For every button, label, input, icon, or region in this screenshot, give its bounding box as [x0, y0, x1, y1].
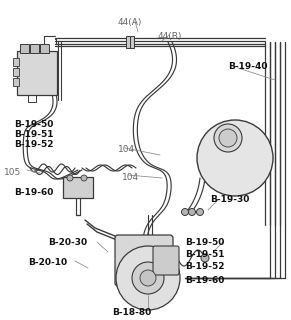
Bar — [13, 78, 19, 86]
FancyBboxPatch shape — [19, 44, 29, 52]
FancyBboxPatch shape — [29, 44, 38, 52]
Text: B-19-52: B-19-52 — [185, 262, 224, 271]
Circle shape — [182, 209, 189, 215]
FancyBboxPatch shape — [63, 177, 93, 197]
Text: B-19-50: B-19-50 — [14, 120, 53, 129]
FancyBboxPatch shape — [17, 51, 57, 95]
Text: 104: 104 — [122, 173, 139, 182]
Text: 104: 104 — [118, 145, 135, 154]
Circle shape — [189, 209, 196, 215]
Circle shape — [132, 262, 164, 294]
Text: B-19-51: B-19-51 — [185, 250, 224, 259]
Text: B-19-30: B-19-30 — [210, 195, 249, 204]
FancyBboxPatch shape — [115, 235, 173, 286]
Circle shape — [201, 254, 209, 262]
Text: 44(A): 44(A) — [118, 18, 142, 27]
Circle shape — [81, 175, 87, 181]
Text: B-19-60: B-19-60 — [14, 188, 53, 197]
Circle shape — [140, 270, 156, 286]
Circle shape — [196, 209, 203, 215]
Text: B-18-80: B-18-80 — [112, 308, 151, 317]
Circle shape — [116, 246, 180, 310]
Text: B-20-10: B-20-10 — [28, 258, 67, 267]
Bar — [13, 68, 19, 76]
Bar — [13, 58, 19, 66]
Text: 44(B): 44(B) — [158, 32, 182, 41]
Circle shape — [67, 175, 73, 181]
Text: B-19-51: B-19-51 — [14, 130, 54, 139]
Text: 105: 105 — [4, 168, 21, 177]
Text: B-19-40: B-19-40 — [228, 62, 267, 71]
Text: B-19-52: B-19-52 — [14, 140, 54, 149]
FancyBboxPatch shape — [40, 44, 49, 52]
FancyBboxPatch shape — [153, 246, 179, 275]
Text: B-19-60: B-19-60 — [185, 276, 224, 285]
Text: B-20-30: B-20-30 — [48, 238, 87, 247]
Circle shape — [197, 120, 273, 196]
Text: B-19-50: B-19-50 — [185, 238, 224, 247]
Bar — [130, 36, 134, 48]
Circle shape — [219, 129, 237, 147]
Circle shape — [214, 124, 242, 152]
Bar — [126, 36, 130, 48]
